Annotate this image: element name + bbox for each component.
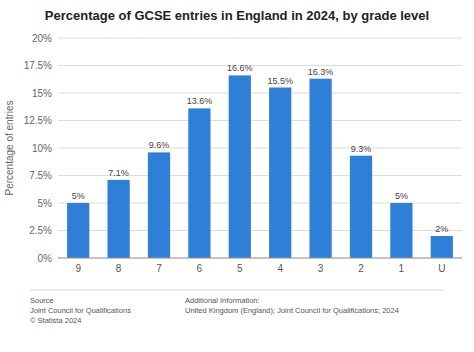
grid-line: [58, 120, 462, 121]
grid-line: [58, 93, 462, 94]
bar: [188, 108, 210, 258]
y-tick-label: 0%: [38, 253, 53, 264]
y-tick-label: 2.5%: [29, 225, 52, 236]
bar: [269, 88, 291, 259]
x-tick-label: 7: [156, 263, 162, 274]
grid-line: [58, 65, 462, 66]
bar: [148, 152, 170, 258]
bar: [350, 156, 372, 258]
data-label: 15.5%: [267, 76, 293, 86]
x-tick-label: 4: [277, 263, 283, 274]
footer-line: Additional Information:: [185, 296, 260, 305]
data-label: 16.6%: [227, 63, 253, 73]
y-tick-label: 7.5%: [29, 170, 52, 181]
x-axis-line: [58, 258, 462, 259]
x-tick-label: 1: [399, 263, 405, 274]
data-label: 5%: [72, 191, 85, 201]
x-tick-label: 6: [197, 263, 203, 274]
x-tick-label: 8: [116, 263, 122, 274]
footer-line: United Kingdom (England); Joint Council …: [185, 306, 399, 315]
footer-note: Additional Information:United Kingdom (E…: [185, 296, 399, 315]
footer-line: Joint Council for Qualifications: [30, 306, 131, 315]
bar: [229, 75, 251, 258]
footer-line: © Statista 2024: [30, 316, 81, 325]
title: Percentage of GCSE entries in England in…: [45, 8, 429, 23]
y-tick-label: 12.5%: [24, 115, 52, 126]
footer-note: SourceJoint Council for Qualifications© …: [30, 296, 131, 325]
x-tick-label: 2: [358, 263, 364, 274]
x-tick-label: 3: [318, 263, 324, 274]
x-tick-label: U: [438, 263, 445, 274]
bar: [309, 79, 331, 258]
data-label: 2%: [435, 224, 448, 234]
data-label: 9.6%: [149, 140, 170, 150]
x-tick-label: 9: [75, 263, 81, 274]
chart: Percentage of GCSE entries in England in…: [0, 0, 474, 352]
bars: [67, 75, 453, 258]
x-tick-label: 5: [237, 263, 243, 274]
bar: [107, 180, 129, 258]
y-tick-label: 17.5%: [24, 60, 52, 71]
footer-separator: [30, 290, 444, 291]
y-axis-label: Percentage of entries: [4, 100, 15, 195]
footer-line: Source: [30, 296, 54, 305]
grid-line: [58, 148, 462, 149]
data-label: 16.3%: [308, 67, 334, 77]
bar: [390, 203, 412, 258]
grid: [58, 38, 462, 258]
grid-line: [58, 38, 462, 39]
y-tick-label: 10%: [32, 143, 52, 154]
data-label: 7.1%: [108, 168, 129, 178]
y-tick-label: 5%: [38, 198, 53, 209]
bar: [431, 236, 453, 258]
data-label: 13.6%: [187, 96, 213, 106]
bar: [67, 203, 89, 258]
data-label: 5%: [395, 191, 408, 201]
y-tick-label: 20%: [32, 33, 52, 44]
y-tick-label: 15%: [32, 88, 52, 99]
grid-line: [58, 258, 462, 259]
data-label: 9.3%: [351, 144, 372, 154]
